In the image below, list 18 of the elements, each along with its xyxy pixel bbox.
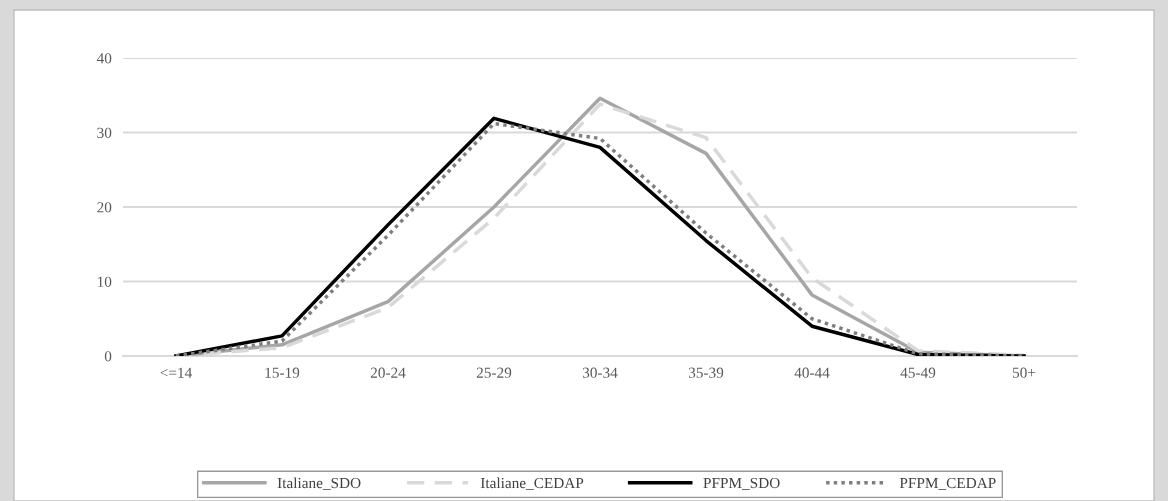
x-tick-label: 50+ bbox=[1012, 367, 1036, 378]
legend-label: PFPM_CEDAP bbox=[899, 477, 996, 490]
y-tick-label: 0 bbox=[104, 351, 112, 362]
x-tick-label: 45-49 bbox=[900, 367, 936, 378]
x-tick-label: 15-19 bbox=[265, 367, 300, 378]
y-tick-label: 20 bbox=[97, 202, 112, 213]
x-tick-label: <=14 bbox=[160, 367, 193, 378]
x-tick-label: 35-39 bbox=[688, 367, 724, 378]
y-tick-label: 10 bbox=[97, 276, 112, 287]
x-tick-label: 20-24 bbox=[370, 367, 406, 378]
x-tick-label: 30-34 bbox=[582, 367, 618, 378]
legend-label: PFPM_SDO bbox=[703, 477, 780, 490]
legend-label: Italiane_SDO bbox=[277, 477, 361, 490]
x-tick-label: 40-44 bbox=[794, 367, 830, 378]
legend-label: Italiane_CEDAP bbox=[480, 477, 584, 490]
y-tick-label: 30 bbox=[97, 127, 112, 138]
x-tick-label: 25-29 bbox=[476, 367, 512, 378]
y-tick-label: 40 bbox=[96, 53, 112, 64]
